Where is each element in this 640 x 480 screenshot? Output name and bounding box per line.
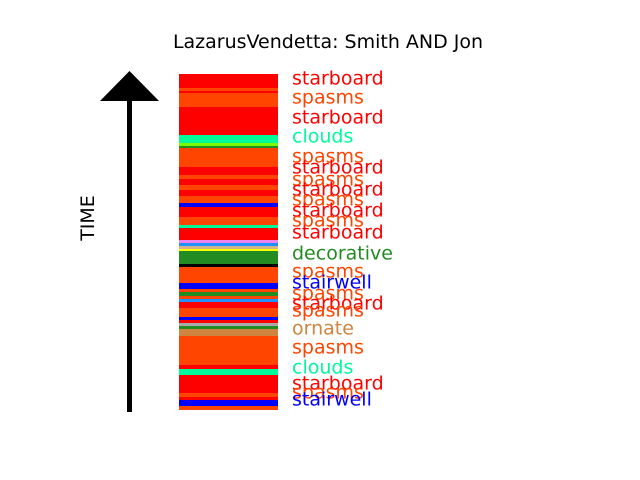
stripe-0 [179,74,278,88]
time-arrow-shaft [127,98,132,412]
stripe-4 [179,107,278,135]
stripe-41 [179,369,278,375]
stripe-18 [179,225,278,228]
stripe-6 [179,143,278,146]
stripe-column [179,74,278,410]
stripe-19 [179,228,278,240]
stripe-label-3: clouds [292,126,353,148]
stripe-label-16: starboard [292,293,384,315]
stripe-44 [179,397,278,400]
time-arrow-icon [100,71,159,412]
stripe-42 [179,375,278,393]
stripe-40 [179,365,278,369]
stripe-20 [179,240,278,243]
stripe-14 [179,196,278,203]
stripe-label-23: stairwell [292,389,372,411]
stripe-label-19: spasms [292,337,364,359]
stripe-17 [179,217,278,225]
stripe-30 [179,296,278,299]
stripe-label-13: spasms [292,261,364,283]
stripe-31 [179,299,278,302]
stripe-label-4: spasms [292,146,364,168]
stripe-labels: starboardspasmsstarboardcloudsspasmsstar… [292,68,393,411]
stripe-43 [179,393,278,397]
stripe-label-20: clouds [292,357,353,379]
stripe-label-7: starboard [292,179,384,201]
time-arrow-head [100,71,159,101]
stripe-16 [179,207,278,217]
stripe-5 [179,135,278,143]
stripe-3 [179,93,278,107]
stripe-21 [179,243,278,246]
stripe-label-14: stairwell [292,272,372,294]
stripe-27 [179,283,278,289]
stripe-46 [179,406,278,410]
stripe-label-5: starboard [292,157,384,179]
stripe-25 [179,264,278,267]
stripe-label-17: spasms [292,300,364,322]
stripe-label-22: spasms [292,382,364,404]
stripe-35 [179,320,278,323]
stripe-26 [179,267,278,283]
stripe-45 [179,400,278,406]
stripe-label-6: spasms [292,169,364,191]
stripe-2 [179,91,278,93]
stripe-32 [179,302,278,308]
stripe-29 [179,292,278,296]
stripe-label-9: starboard [292,200,384,222]
stripe-label-1: spasms [292,87,364,109]
stripe-12 [179,185,278,190]
stripe-label-12: decorative [292,243,393,265]
stripe-1 [179,88,278,91]
stripe-9 [179,167,278,175]
chart-title: LazarusVendetta: Smith AND Jon [172,31,484,53]
stripe-label-10: spasms [292,210,364,232]
stripe-15 [179,203,278,207]
stripe-label-21: starboard [292,373,384,395]
stripe-label-15: spasms [292,283,364,305]
stripe-label-2: starboard [292,107,384,129]
stripe-24 [179,251,278,264]
stripe-label-18: ornate [292,318,354,340]
stripe-13 [179,190,278,196]
stripe-34 [179,317,278,320]
stripe-8 [179,148,278,167]
stripe-label-0: starboard [292,68,384,90]
stripe-22 [179,246,278,249]
stripe-36 [179,323,278,326]
stripe-37 [179,326,278,329]
stripe-label-11: starboard [292,222,384,244]
stripe-7 [179,146,278,148]
stripe-23 [179,249,278,251]
stripe-label-8: spasms [292,189,364,211]
stripe-33 [179,308,278,317]
stripe-38 [179,329,278,336]
stripe-11 [179,179,278,185]
stripe-39 [179,336,278,365]
stripe-28 [179,289,278,292]
stripe-10 [179,175,278,179]
